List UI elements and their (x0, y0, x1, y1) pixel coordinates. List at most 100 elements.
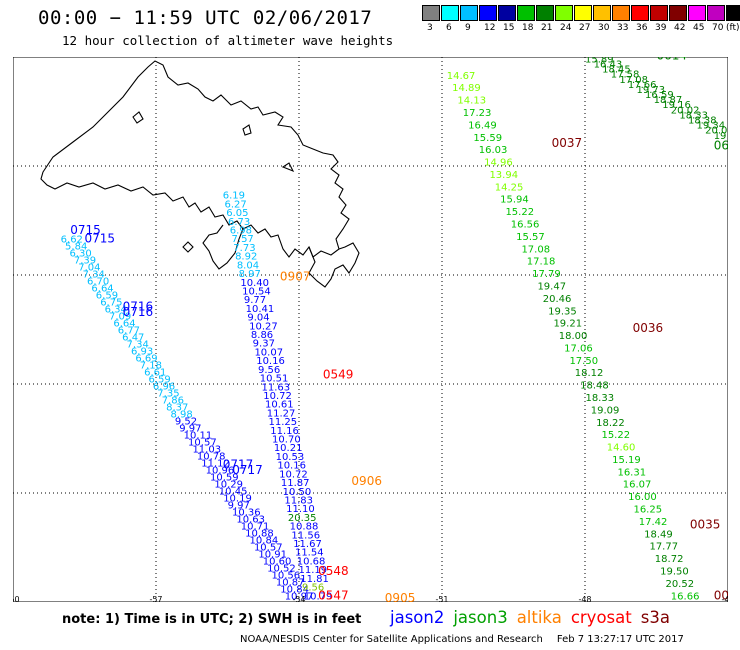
map-frame (13, 57, 728, 602)
wave-height-value: 10.72 (279, 469, 308, 480)
wave-height-value: 19.73 (636, 85, 665, 96)
wave-height-value: 18.72 (655, 554, 684, 565)
wave-height-value: 13.94 (489, 170, 518, 181)
colorbar-swatch (593, 5, 611, 21)
wave-height-value: 6.05 (226, 208, 248, 219)
wave-height-value: 7.34 (127, 339, 149, 350)
colorbar-swatch (498, 5, 516, 21)
wave-height-value: 10.16 (256, 356, 285, 367)
wave-height-value: 18.22 (596, 418, 625, 429)
wave-height-value: 14.67 (447, 71, 476, 82)
credit-text: NOAA/NESDIS Center for Satellite Applica… (240, 634, 543, 645)
wave-height-value: 7.18 (140, 360, 162, 371)
wave-height-value: 18.48 (580, 381, 609, 392)
wave-height-value: 6.62 (61, 234, 83, 245)
satellite-legend: jason2 jason3 altika cryosat s3a (390, 608, 679, 627)
wave-height-value: 17.77 (649, 542, 678, 553)
wave-height-value: 10.88 (245, 528, 274, 539)
wave-height-value: 11.54 (295, 548, 324, 559)
colorbar-swatch (612, 5, 630, 21)
wave-height-value: 11.19 (298, 565, 327, 576)
pass-time-label: 0717 (223, 457, 254, 471)
altimeter-tracks: 6.625.846.307.397.047.346.706.646.596.75… (61, 57, 728, 602)
wave-height-value: 8.92 (235, 252, 257, 263)
pass-time-label: 0715 (85, 231, 116, 245)
wave-height-value: 6.75 (100, 297, 122, 308)
colorbar-label: 3 (427, 23, 433, 33)
pass-time-label: 0614 (657, 57, 688, 63)
wave-height-value: 10.56 (272, 570, 301, 581)
wave-height-value: 14.13 (457, 96, 486, 107)
pass-time-label: 0035 (690, 517, 721, 531)
wave-height-value: 9.97 (228, 500, 250, 511)
longitude-tick-label: -60 (13, 595, 20, 602)
wave-height-value: 16.31 (617, 467, 646, 478)
wave-height-value: 7.35 (157, 388, 179, 399)
wave-height-value: 6.47 (122, 332, 144, 343)
wave-height-value: 9.52 (175, 416, 197, 427)
colorbar-swatch (574, 5, 592, 21)
pass-time-label: 0905 (385, 591, 416, 602)
wave-height-value: 14.60 (607, 443, 636, 454)
wave-height-value: 9.97 (179, 423, 201, 434)
wave-height-value: 11.81 (300, 574, 329, 585)
pass-time-label: 06 (714, 139, 728, 153)
legend-entry-jason2: jason2 (390, 608, 445, 627)
wave-height-value: 16.66 (671, 591, 700, 602)
wave-height-value: 6.70 (87, 276, 109, 287)
colorbar-label: 39 (655, 23, 667, 33)
colorbar-swatch (726, 5, 740, 21)
wave-height-value: 7.39 (74, 255, 96, 266)
wave-height-value: 8.04 (237, 260, 259, 271)
wave-height-value: 18.12 (575, 368, 604, 379)
wave-height-value: 19.50 (660, 566, 689, 577)
wave-height-value: 11.16 (270, 426, 299, 437)
newfoundland-coastline (40, 60, 360, 288)
wave-height-value: 16.25 (633, 505, 662, 516)
altimeter-map: 6.625.846.307.397.047.346.706.646.596.75… (13, 57, 728, 602)
wave-height-value: 10.41 (246, 304, 275, 315)
wave-height-value: 10.79 (304, 591, 333, 602)
wave-height-value: 17.58 (611, 70, 640, 81)
wave-height-value: 19.47 (537, 281, 566, 292)
wave-height-value: 17.08 (619, 75, 648, 86)
colorbar-label: 6 (446, 23, 452, 33)
wave-height-value: 11.10 (286, 504, 315, 515)
longitude-tick-label: -57 (149, 595, 162, 602)
wave-height-value: 10.70 (272, 435, 301, 446)
pass-time-label: 0036 (633, 321, 664, 335)
wave-height-value: 9.04 (247, 313, 269, 324)
wave-height-value: 10.84 (250, 535, 279, 546)
wave-height-value: 15.19 (612, 455, 641, 466)
wave-height-value: 10.21 (274, 443, 303, 454)
axis-tick-labels: -60-57-54-51-48-45504846444240 (13, 595, 728, 602)
page-subtitle: 12 hour collection of altimeter wave hei… (62, 33, 394, 48)
wave-height-value: 10.78 (197, 451, 226, 462)
pass-time-label: 0716 (123, 305, 154, 319)
wave-height-value: 10.71 (241, 521, 270, 532)
wave-height-value: 6.19 (223, 191, 245, 202)
pass-time-label: 0906 (351, 474, 382, 488)
wave-height-value: 20.02 (671, 105, 700, 116)
wave-height-value: 10.63 (236, 514, 265, 525)
wave-height-value: 10.53 (276, 452, 305, 463)
colorbar-swatch (441, 5, 459, 21)
wave-height-value: 8.98 (170, 409, 192, 420)
colorbar-label: 42 (674, 23, 686, 33)
wave-height-value: 16.49 (468, 120, 497, 131)
wave-height-value: 18.00 (559, 331, 588, 342)
colorbar-swatch (460, 5, 478, 21)
wave-height-value: 10.97 (285, 591, 314, 602)
wave-height-value: 16.43 (594, 60, 623, 71)
wave-height-value: 10.45 (219, 486, 248, 497)
wave-height-value: 10.72 (263, 391, 292, 402)
wave-height-value: 6.64 (91, 283, 113, 294)
wave-height-value: 11.03 (192, 444, 221, 455)
wave-height-value: 6.93 (131, 346, 153, 357)
wave-height-value: 11.63 (261, 382, 290, 393)
wave-height-value: 5.84 (65, 241, 87, 252)
wave-height-value: 7.04 (78, 262, 100, 273)
credit-line: NOAA/NESDIS Center for Satellite Applica… (240, 634, 684, 645)
wave-height-value: 10.19 (223, 493, 252, 504)
wave-height-value: 17.06 (564, 343, 593, 354)
